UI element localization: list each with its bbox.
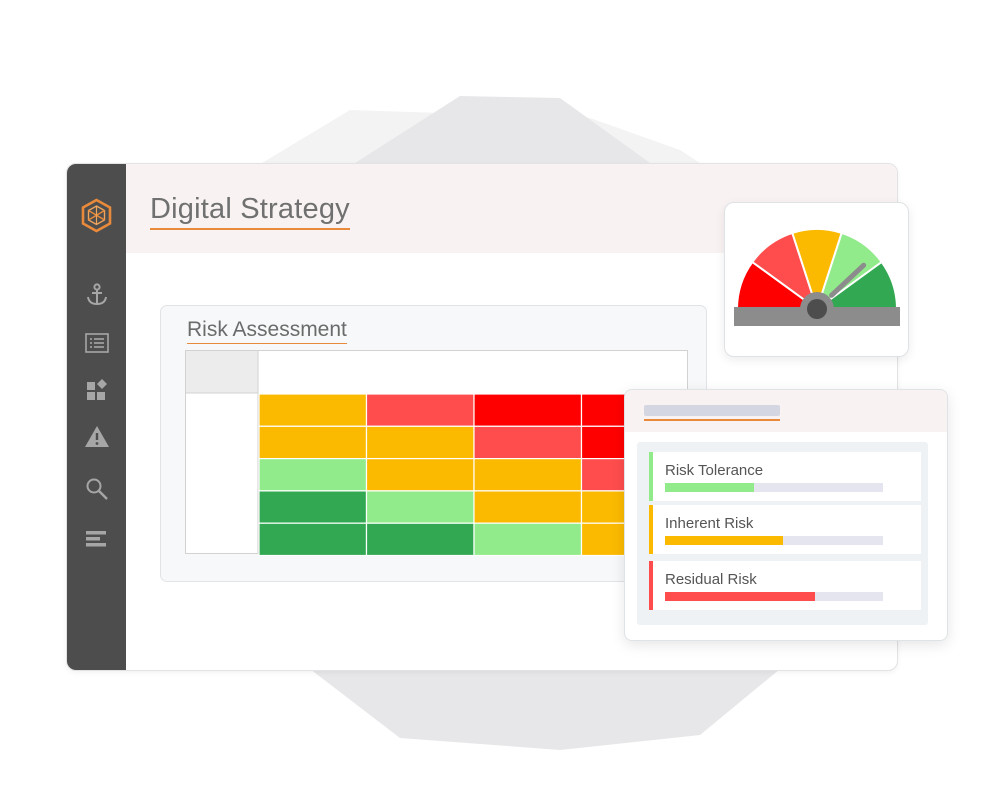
inherent-risk-label: Inherent Risk	[665, 515, 754, 532]
warning-icon[interactable]	[84, 424, 110, 450]
search-icon[interactable]	[84, 476, 110, 502]
inherent-risk-track	[665, 536, 883, 545]
risk-assessment-card: Risk Assessment	[160, 305, 707, 582]
heatmap-cell[interactable]	[473, 490, 583, 524]
risk-levels-card: Risk Tolerance Inherent Risk Residual Ri…	[624, 389, 948, 641]
residual-risk-accent	[649, 561, 653, 610]
heatmap-cell[interactable]	[365, 425, 475, 460]
inherent-risk-fill	[665, 536, 783, 545]
heatmap-corner-cell	[186, 351, 258, 393]
anchor-icon[interactable]	[84, 282, 110, 308]
list-icon[interactable]	[84, 330, 110, 356]
heatmap-cell[interactable]	[473, 393, 583, 427]
heatmap-cell[interactable]	[258, 522, 368, 557]
header-placeholder-underline	[644, 419, 780, 421]
risk-levels-list: Risk Tolerance Inherent Risk Residual Ri…	[637, 442, 928, 625]
residual-risk-label: Residual Risk	[665, 571, 757, 588]
heatmap-cell[interactable]	[473, 457, 583, 492]
risk-tolerance-label: Risk Tolerance	[665, 462, 764, 479]
residual-risk-track	[665, 592, 883, 601]
risk-tolerance-track	[665, 483, 883, 492]
heatmap-cell[interactable]	[473, 425, 583, 460]
risk-assessment-title[interactable]: Risk Assessment	[187, 318, 347, 344]
risk-gauge	[734, 228, 900, 326]
gauge-needle	[829, 262, 867, 298]
residual-risk-fill	[665, 592, 816, 601]
inherent-risk-accent	[649, 505, 653, 554]
heatmap-cell[interactable]	[365, 457, 475, 492]
bars-icon[interactable]	[84, 526, 110, 552]
app-logo-icon	[81, 198, 112, 233]
header-placeholder-bar	[644, 405, 780, 416]
risk-tolerance-row[interactable]: Risk Tolerance	[649, 452, 921, 501]
shapes-icon[interactable]	[84, 376, 110, 402]
page-title: Digital Strategy	[150, 193, 350, 230]
heatmap-cell[interactable]	[365, 393, 475, 427]
heatmap-cell[interactable]	[365, 490, 475, 524]
heatmap-cell[interactable]	[258, 393, 368, 427]
risk-tolerance-fill	[665, 483, 755, 492]
heatmap-cell[interactable]	[473, 522, 583, 557]
heatmap-cell[interactable]	[258, 457, 368, 492]
risk-heatmap	[185, 350, 690, 557]
heatmap-cell[interactable]	[258, 490, 368, 524]
gauge-hub	[807, 299, 827, 319]
heatmap-cell[interactable]	[258, 425, 368, 460]
residual-risk-row[interactable]: Residual Risk	[649, 561, 921, 610]
risk-tolerance-accent	[649, 452, 653, 501]
sidebar	[67, 164, 126, 670]
risk-gauge-card	[724, 202, 909, 357]
risk-levels-header	[625, 390, 947, 432]
heatmap-cell[interactable]	[365, 522, 475, 557]
inherent-risk-row[interactable]: Inherent Risk	[649, 505, 921, 554]
